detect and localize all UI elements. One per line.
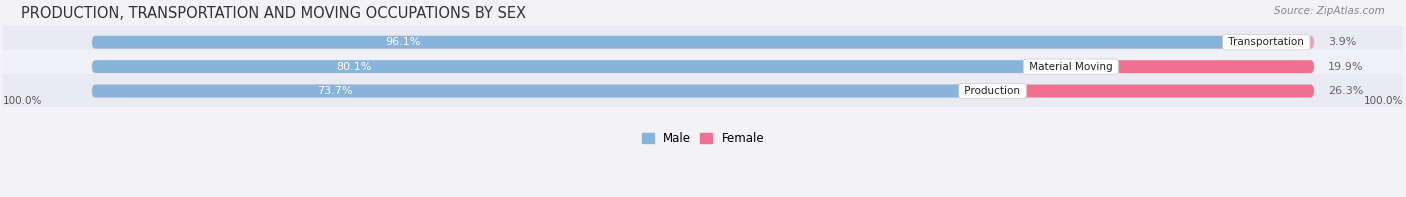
FancyBboxPatch shape [91, 60, 1315, 73]
Text: Production: Production [962, 86, 1024, 96]
Text: 26.3%: 26.3% [1327, 86, 1362, 96]
FancyBboxPatch shape [993, 85, 1315, 97]
FancyBboxPatch shape [1267, 36, 1315, 49]
FancyBboxPatch shape [1071, 60, 1315, 73]
Text: 96.1%: 96.1% [385, 37, 420, 47]
FancyBboxPatch shape [91, 36, 1315, 49]
Text: 80.1%: 80.1% [336, 62, 373, 72]
Text: Material Moving: Material Moving [1026, 62, 1116, 72]
FancyBboxPatch shape [3, 49, 1403, 84]
FancyBboxPatch shape [3, 74, 1403, 108]
FancyBboxPatch shape [91, 60, 1071, 73]
Text: PRODUCTION, TRANSPORTATION AND MOVING OCCUPATIONS BY SEX: PRODUCTION, TRANSPORTATION AND MOVING OC… [21, 6, 526, 21]
FancyBboxPatch shape [91, 36, 1267, 49]
Legend: Male, Female: Male, Female [641, 132, 765, 145]
FancyBboxPatch shape [91, 85, 993, 97]
Text: 3.9%: 3.9% [1327, 37, 1355, 47]
Text: 19.9%: 19.9% [1327, 62, 1364, 72]
Text: 100.0%: 100.0% [3, 96, 42, 106]
Text: 73.7%: 73.7% [318, 86, 353, 96]
Text: Transportation: Transportation [1225, 37, 1308, 47]
Text: 100.0%: 100.0% [1364, 96, 1403, 106]
FancyBboxPatch shape [91, 85, 1315, 97]
Text: Source: ZipAtlas.com: Source: ZipAtlas.com [1274, 6, 1385, 16]
FancyBboxPatch shape [3, 25, 1403, 59]
